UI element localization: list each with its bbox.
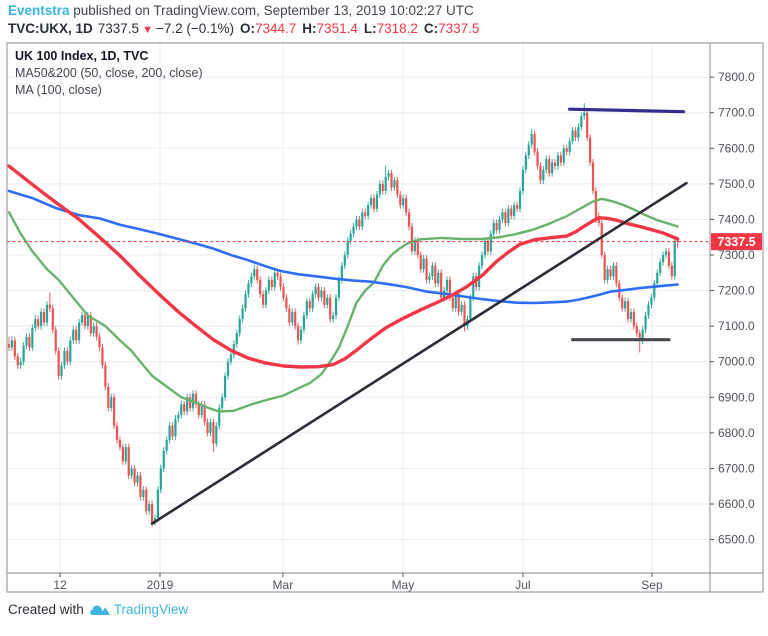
symbol-stats-line: TVC:UKX, 1D 7337.5 ▼ −7.2 (−0.1%) O:7344.7 H:… <box>8 20 479 39</box>
chart-legend: UK 100 Index, 1D, TVC MA50&200 (50, clos… <box>15 48 203 99</box>
footer: Created with TradingView <box>8 601 188 618</box>
svg-text:7800.0: 7800.0 <box>718 70 755 84</box>
low-label: L: <box>363 21 377 36</box>
svg-text:7000.0: 7000.0 <box>718 355 755 369</box>
grid-layer <box>7 43 710 573</box>
publish-line: Eventstra published on TradingView.com, … <box>8 2 474 20</box>
svg-text:7500.0: 7500.0 <box>718 177 755 191</box>
svg-text:7300.0: 7300.0 <box>718 248 755 262</box>
svg-text:6900.0: 6900.0 <box>718 390 755 404</box>
svg-text:12: 12 <box>53 578 67 592</box>
svg-text:7100.0: 7100.0 <box>718 319 755 333</box>
last-price-value: 7337.5 <box>97 21 140 36</box>
svg-text:7400.0: 7400.0 <box>718 212 755 226</box>
author-name[interactable]: Eventstra <box>8 3 70 18</box>
legend-symbol-title[interactable]: UK 100 Index, 1D, TVC <box>15 49 149 63</box>
legend-ma50-200[interactable]: MA50&200 (50, close, 200, close) <box>15 66 203 80</box>
svg-text:7337.5: 7337.5 <box>717 235 755 249</box>
svg-text:Mar: Mar <box>273 578 294 592</box>
last-price-label: 7337.5 <box>711 233 762 251</box>
legend-ma100[interactable]: MA (100, close) <box>15 83 102 97</box>
svg-text:7700.0: 7700.0 <box>718 106 755 120</box>
overlay-lines <box>7 107 688 525</box>
tradingview-logo-icon <box>89 605 110 615</box>
svg-text:7200.0: 7200.0 <box>718 284 755 298</box>
svg-text:7600.0: 7600.0 <box>718 141 755 155</box>
open-value: 7344.7 <box>255 21 297 36</box>
high-label: H: <box>302 21 317 36</box>
chart-frame <box>6 42 764 593</box>
svg-text:Jul: Jul <box>515 578 530 592</box>
low-value: 7318.2 <box>376 21 418 36</box>
svg-text:May: May <box>392 578 415 592</box>
svg-text:6800.0: 6800.0 <box>718 426 755 440</box>
tradingview-brand-link[interactable]: TradingView <box>89 601 188 618</box>
open-label: O: <box>240 21 255 36</box>
svg-text:6500.0: 6500.0 <box>718 533 755 547</box>
created-with-text: Created with <box>8 602 84 617</box>
tradingview-brand-text: TradingView <box>113 602 189 617</box>
down-arrow-icon: ▼ <box>142 24 153 36</box>
price-change: −7.2 (−0.1%) <box>155 21 234 36</box>
candlestick-series <box>7 103 679 527</box>
time-axis[interactable]: 12 2019 Mar May Jul Sep <box>53 573 663 592</box>
svg-text:6700.0: 6700.0 <box>718 461 755 475</box>
symbol-name: TVC:UKX, 1D <box>8 21 93 36</box>
price-axis[interactable]: 7800.0 7700.0 7600.0 7500.0 7400.0 7300.0 7200… <box>710 70 755 547</box>
close-value: 7337.5 <box>438 21 480 36</box>
svg-text:Sep: Sep <box>641 578 663 592</box>
svg-text:6600.0: 6600.0 <box>718 497 755 511</box>
high-value: 7351.4 <box>316 21 358 36</box>
close-label: C: <box>423 21 439 36</box>
svg-text:2019: 2019 <box>147 578 174 592</box>
publish-info: published on TradingView.com, September … <box>69 3 474 18</box>
